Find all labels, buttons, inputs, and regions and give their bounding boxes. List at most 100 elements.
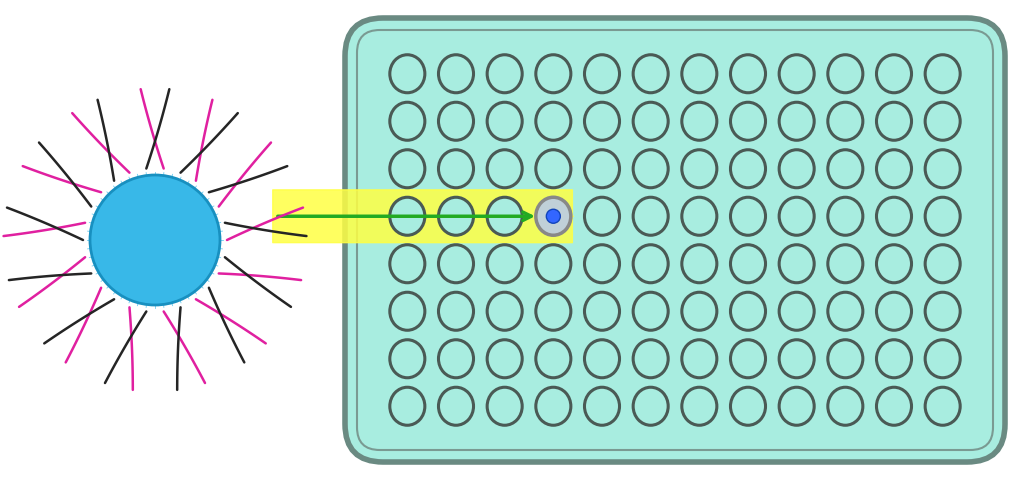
Ellipse shape — [487, 245, 522, 283]
Ellipse shape — [536, 102, 570, 140]
Ellipse shape — [487, 340, 522, 378]
Ellipse shape — [779, 387, 814, 425]
Ellipse shape — [633, 102, 669, 140]
Ellipse shape — [730, 197, 766, 235]
Ellipse shape — [877, 292, 911, 330]
Ellipse shape — [438, 102, 473, 140]
Ellipse shape — [536, 150, 570, 188]
Ellipse shape — [682, 292, 717, 330]
Ellipse shape — [779, 245, 814, 283]
Ellipse shape — [487, 197, 522, 235]
Ellipse shape — [633, 150, 669, 188]
Ellipse shape — [536, 245, 570, 283]
Circle shape — [547, 209, 560, 223]
Ellipse shape — [585, 292, 620, 330]
Ellipse shape — [536, 292, 570, 330]
Ellipse shape — [682, 387, 717, 425]
Ellipse shape — [730, 55, 766, 93]
Ellipse shape — [585, 150, 620, 188]
Ellipse shape — [730, 245, 766, 283]
Ellipse shape — [633, 387, 669, 425]
Ellipse shape — [633, 245, 669, 283]
Ellipse shape — [585, 245, 620, 283]
Ellipse shape — [536, 197, 570, 235]
Ellipse shape — [487, 55, 522, 93]
Ellipse shape — [438, 387, 473, 425]
Circle shape — [90, 175, 220, 305]
Ellipse shape — [925, 197, 961, 235]
Ellipse shape — [779, 292, 814, 330]
Ellipse shape — [877, 197, 911, 235]
Ellipse shape — [390, 150, 425, 188]
Ellipse shape — [682, 102, 717, 140]
Ellipse shape — [536, 340, 570, 378]
Ellipse shape — [682, 150, 717, 188]
Ellipse shape — [585, 387, 620, 425]
Ellipse shape — [487, 387, 522, 425]
Ellipse shape — [827, 245, 863, 283]
Ellipse shape — [536, 387, 570, 425]
Ellipse shape — [827, 102, 863, 140]
Ellipse shape — [925, 340, 961, 378]
Ellipse shape — [730, 150, 766, 188]
Ellipse shape — [730, 340, 766, 378]
Ellipse shape — [682, 197, 717, 235]
Ellipse shape — [877, 340, 911, 378]
Ellipse shape — [682, 245, 717, 283]
Ellipse shape — [487, 292, 522, 330]
Ellipse shape — [390, 55, 425, 93]
Ellipse shape — [585, 55, 620, 93]
Ellipse shape — [536, 55, 570, 93]
Ellipse shape — [925, 387, 961, 425]
Ellipse shape — [779, 150, 814, 188]
Ellipse shape — [390, 292, 425, 330]
Ellipse shape — [633, 55, 669, 93]
Ellipse shape — [438, 340, 473, 378]
Ellipse shape — [827, 340, 863, 378]
Ellipse shape — [827, 292, 863, 330]
Ellipse shape — [925, 292, 961, 330]
Ellipse shape — [877, 102, 911, 140]
Ellipse shape — [877, 55, 911, 93]
Ellipse shape — [682, 340, 717, 378]
Ellipse shape — [730, 102, 766, 140]
Ellipse shape — [827, 55, 863, 93]
Ellipse shape — [730, 387, 766, 425]
Ellipse shape — [390, 245, 425, 283]
Ellipse shape — [438, 55, 473, 93]
Ellipse shape — [438, 245, 473, 283]
Ellipse shape — [633, 197, 669, 235]
Ellipse shape — [779, 102, 814, 140]
Ellipse shape — [633, 292, 669, 330]
Ellipse shape — [827, 150, 863, 188]
Ellipse shape — [438, 150, 473, 188]
Ellipse shape — [633, 340, 669, 378]
Ellipse shape — [390, 197, 425, 235]
Ellipse shape — [925, 102, 961, 140]
Ellipse shape — [585, 340, 620, 378]
Ellipse shape — [925, 150, 961, 188]
Ellipse shape — [390, 340, 425, 378]
Ellipse shape — [827, 387, 863, 425]
Ellipse shape — [877, 387, 911, 425]
Ellipse shape — [730, 292, 766, 330]
Ellipse shape — [877, 150, 911, 188]
Ellipse shape — [438, 197, 473, 235]
Ellipse shape — [487, 102, 522, 140]
Ellipse shape — [390, 387, 425, 425]
Ellipse shape — [390, 102, 425, 140]
FancyArrowPatch shape — [272, 190, 573, 242]
Ellipse shape — [779, 55, 814, 93]
Ellipse shape — [682, 55, 717, 93]
Ellipse shape — [438, 292, 473, 330]
Ellipse shape — [877, 245, 911, 283]
Ellipse shape — [779, 197, 814, 235]
Ellipse shape — [925, 55, 961, 93]
Ellipse shape — [779, 340, 814, 378]
Ellipse shape — [487, 150, 522, 188]
Ellipse shape — [925, 245, 961, 283]
Ellipse shape — [585, 102, 620, 140]
FancyBboxPatch shape — [345, 18, 1005, 462]
Ellipse shape — [585, 197, 620, 235]
Ellipse shape — [827, 197, 863, 235]
